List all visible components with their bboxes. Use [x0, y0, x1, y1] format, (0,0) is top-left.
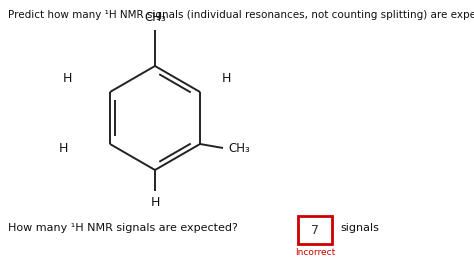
Text: H: H — [59, 142, 68, 155]
Text: How many ¹H NMR signals are expected?: How many ¹H NMR signals are expected? — [8, 223, 238, 233]
Text: signals: signals — [340, 223, 379, 233]
Text: CH₃: CH₃ — [228, 142, 250, 155]
Text: H: H — [222, 72, 231, 85]
Text: H: H — [150, 196, 160, 209]
Text: CH₃: CH₃ — [144, 11, 166, 24]
Bar — [298, 216, 332, 244]
Text: Predict how many ¹H NMR signals (individual resonances, not counting splitting) : Predict how many ¹H NMR signals (individ… — [8, 10, 474, 20]
Text: 7: 7 — [311, 223, 319, 236]
Text: Incorrect: Incorrect — [295, 248, 335, 257]
Text: H: H — [63, 72, 72, 85]
